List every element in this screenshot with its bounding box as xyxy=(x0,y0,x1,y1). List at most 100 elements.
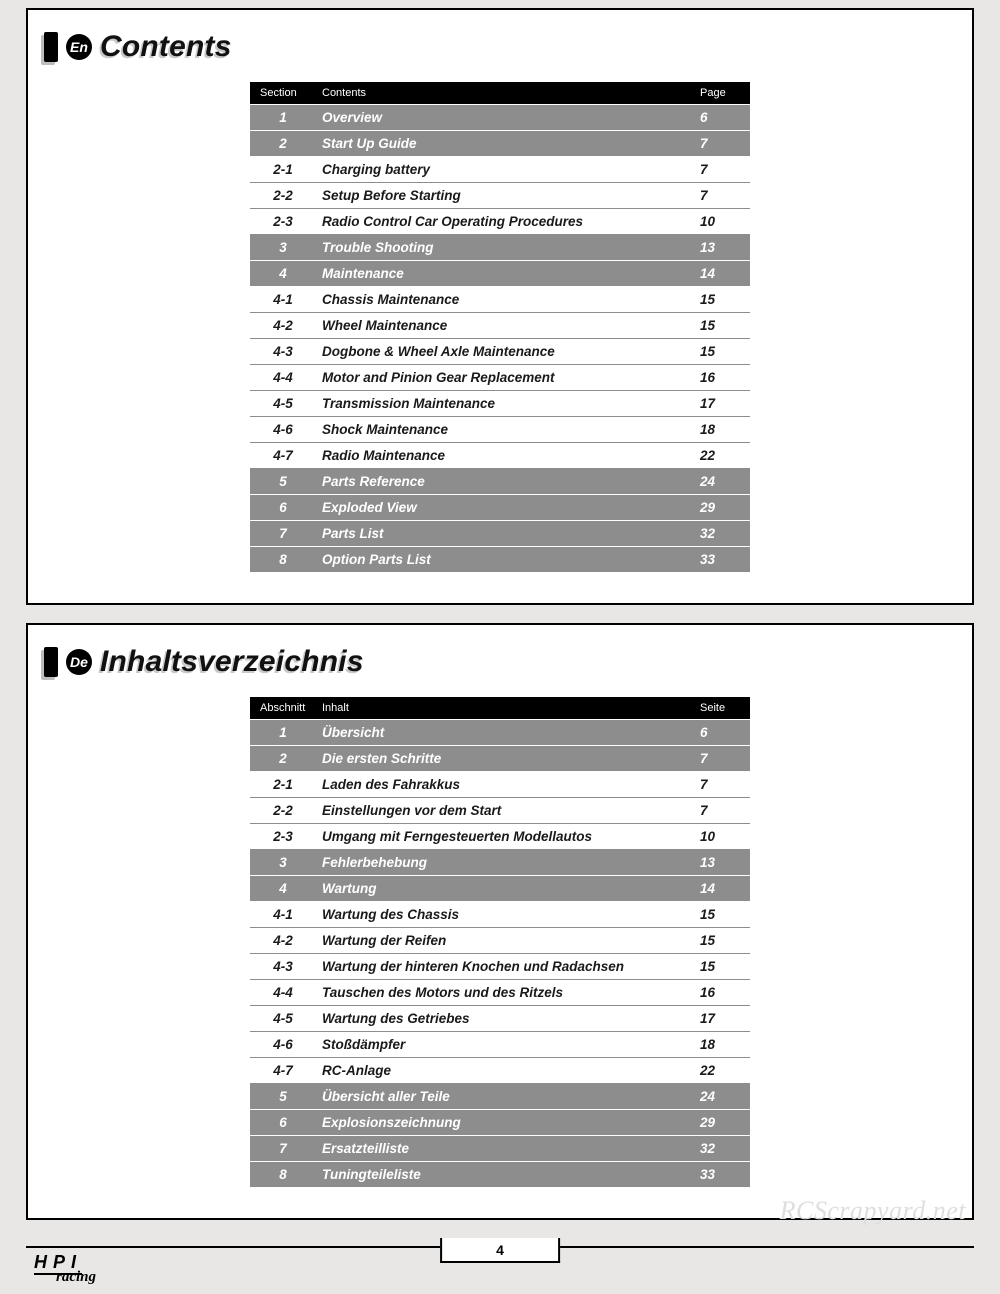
toc-page: 15 xyxy=(690,313,750,339)
toc-section: 2-1 xyxy=(250,157,312,183)
toc-row: 4Wartung14 xyxy=(250,876,750,902)
toc-row: 6Exploded View29 xyxy=(250,495,750,521)
toc-row: 4-7Radio Maintenance22 xyxy=(250,443,750,469)
toc-section: 2-2 xyxy=(250,183,312,209)
toc-content: Exploded View xyxy=(312,495,690,521)
toc-content: Maintenance xyxy=(312,261,690,287)
toc-page: 16 xyxy=(690,365,750,391)
toc-section: 7 xyxy=(250,521,312,547)
toc-section: 3 xyxy=(250,850,312,876)
toc-section: 7 xyxy=(250,1136,312,1162)
toc-section: 4-5 xyxy=(250,391,312,417)
toc-section: 5 xyxy=(250,469,312,495)
col-content: Contents xyxy=(312,82,690,105)
toc-row: 4-5Transmission Maintenance17 xyxy=(250,391,750,417)
toc-section: 6 xyxy=(250,495,312,521)
toc-content: Dogbone & Wheel Axle Maintenance xyxy=(312,339,690,365)
toc-page: 15 xyxy=(690,902,750,928)
toc-page: 7 xyxy=(690,131,750,157)
language-badge: De xyxy=(66,649,92,675)
toc-content: Parts List xyxy=(312,521,690,547)
toc-row: 5Übersicht aller Teile24 xyxy=(250,1084,750,1110)
toc-page: 24 xyxy=(690,469,750,495)
toc-section: 1 xyxy=(250,105,312,131)
toc-row: 2-2Einstellungen vor dem Start7 xyxy=(250,798,750,824)
toc-content: Wartung des Chassis xyxy=(312,902,690,928)
toc-page: 33 xyxy=(690,1162,750,1188)
toc-row: 4-4Motor and Pinion Gear Replacement16 xyxy=(250,365,750,391)
toc-row: 4-6Stoßdämpfer18 xyxy=(250,1032,750,1058)
toc-section: 4-2 xyxy=(250,313,312,339)
toc-content: Option Parts List xyxy=(312,547,690,573)
toc-content: Tuningteileliste xyxy=(312,1162,690,1188)
toc-panel: DeInhaltsverzeichnisAbschnittInhaltSeite… xyxy=(26,623,974,1220)
toc-content: Overview xyxy=(312,105,690,131)
toc-page: 32 xyxy=(690,1136,750,1162)
toc-page: 29 xyxy=(690,495,750,521)
toc-content: Shock Maintenance xyxy=(312,417,690,443)
toc-section: 4-5 xyxy=(250,1006,312,1032)
toc-page: 6 xyxy=(690,720,750,746)
toc-section: 4-6 xyxy=(250,1032,312,1058)
toc-section: 3 xyxy=(250,235,312,261)
toc-content: Laden des Fahrakkus xyxy=(312,772,690,798)
toc-page: 18 xyxy=(690,1032,750,1058)
toc-table: AbschnittInhaltSeite1Übersicht62Die erst… xyxy=(250,697,750,1188)
logo-line2: racing xyxy=(56,1269,96,1286)
toc-row: 2-1Charging battery7 xyxy=(250,157,750,183)
toc-section: 4 xyxy=(250,261,312,287)
toc-section: 2-1 xyxy=(250,772,312,798)
toc-section: 4 xyxy=(250,876,312,902)
toc-content: Parts Reference xyxy=(312,469,690,495)
toc-content: Tauschen des Motors und des Ritzels xyxy=(312,980,690,1006)
toc-section: 2 xyxy=(250,131,312,157)
toc-page: 15 xyxy=(690,287,750,313)
toc-panel: EnContents SectionContentsPage1Overview 6 2… xyxy=(26,8,974,605)
toc-row: 1Übersicht6 xyxy=(250,720,750,746)
toc-section: 4-1 xyxy=(250,902,312,928)
toc-row: 2-1Laden des Fahrakkus7 xyxy=(250,772,750,798)
toc-content: Umgang mit Ferngesteuerten Modellautos xyxy=(312,824,690,850)
toc-content: Einstellungen vor dem Start xyxy=(312,798,690,824)
toc-section: 4-6 xyxy=(250,417,312,443)
toc-section: 2-3 xyxy=(250,209,312,235)
toc-row: 4-3Dogbone & Wheel Axle Maintenance15 xyxy=(250,339,750,365)
toc-row: 5Parts Reference24 xyxy=(250,469,750,495)
toc-page: 7 xyxy=(690,798,750,824)
toc-section: 6 xyxy=(250,1110,312,1136)
toc-row: 4-7RC-Anlage22 xyxy=(250,1058,750,1084)
toc-page: 7 xyxy=(690,157,750,183)
toc-page: 14 xyxy=(690,261,750,287)
toc-section: 2 xyxy=(250,746,312,772)
toc-page: 33 xyxy=(690,547,750,573)
toc-section: 4-3 xyxy=(250,339,312,365)
title-tab-icon xyxy=(44,32,58,62)
toc-row: 4-2Wartung der Reifen15 xyxy=(250,928,750,954)
page-number: 4 xyxy=(440,1238,560,1263)
toc-page: 32 xyxy=(690,521,750,547)
toc-content: Wartung xyxy=(312,876,690,902)
toc-page: 17 xyxy=(690,391,750,417)
toc-row: 2Start Up Guide7 xyxy=(250,131,750,157)
col-content: Inhalt xyxy=(312,697,690,720)
toc-row: 6Explosionszeichnung29 xyxy=(250,1110,750,1136)
col-page: Seite xyxy=(690,697,750,720)
toc-content: Start Up Guide xyxy=(312,131,690,157)
panel-title-block: EnContents xyxy=(44,30,942,64)
toc-header-row: SectionContentsPage xyxy=(250,82,750,105)
toc-page: 13 xyxy=(690,235,750,261)
toc-content: RC-Anlage xyxy=(312,1058,690,1084)
col-section: Section xyxy=(250,82,312,105)
toc-section: 8 xyxy=(250,547,312,573)
toc-section: 4-4 xyxy=(250,365,312,391)
toc-content: Explosionszeichnung xyxy=(312,1110,690,1136)
toc-section: 4-7 xyxy=(250,1058,312,1084)
toc-row: 4-5Wartung des Getriebes17 xyxy=(250,1006,750,1032)
toc-row: 4-1Chassis Maintenance15 xyxy=(250,287,750,313)
toc-page: 10 xyxy=(690,209,750,235)
toc-section: 4-7 xyxy=(250,443,312,469)
toc-page: 7 xyxy=(690,772,750,798)
toc-content: Setup Before Starting xyxy=(312,183,690,209)
toc-section: 2-3 xyxy=(250,824,312,850)
toc-content: Ersatzteilliste xyxy=(312,1136,690,1162)
